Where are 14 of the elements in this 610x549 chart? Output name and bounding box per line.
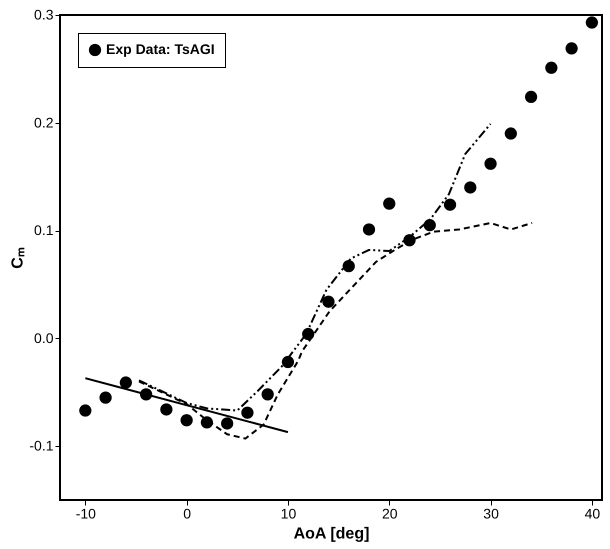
y-tick-label: 0.1 <box>34 222 54 238</box>
y-tick-label: 0.2 <box>34 114 54 130</box>
x-tick-label: 0 <box>183 506 192 522</box>
x-tick-label: 30 <box>483 506 500 522</box>
x-axis-title: AoA [deg] <box>294 526 370 542</box>
y-axis-title: Cₘ <box>9 247 26 269</box>
legend-label: Exp Data: TsAGI <box>106 41 215 57</box>
x-tick-label: 10 <box>280 506 296 522</box>
x-tick-label: -10 <box>76 506 96 522</box>
y-tick-label: 0.0 <box>34 330 54 346</box>
x-tick-label: 40 <box>584 506 600 522</box>
y-tick-label: -0.1 <box>29 438 54 454</box>
x-tick-label: 20 <box>382 506 398 522</box>
y-tick-label: 0.3 <box>34 6 54 22</box>
